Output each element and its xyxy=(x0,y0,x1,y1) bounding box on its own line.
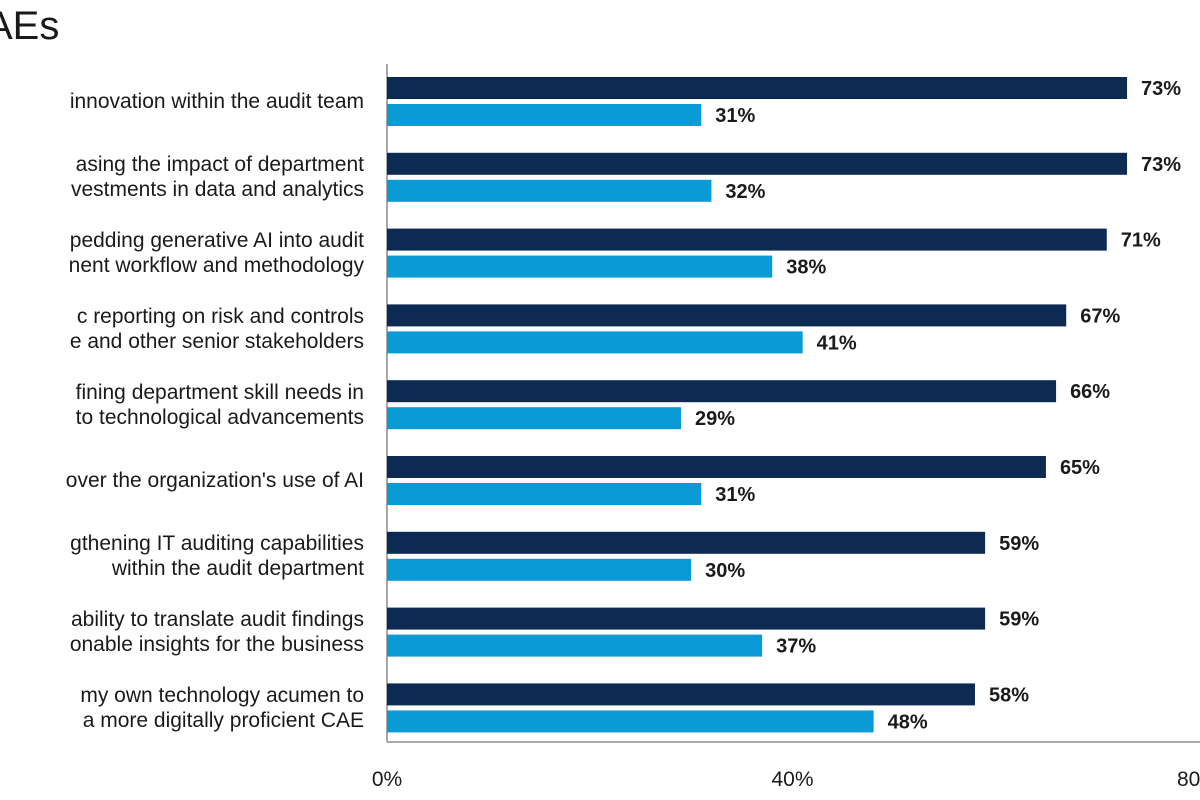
category-label-line: my own technology acumen to xyxy=(80,683,364,707)
bar-series-2 xyxy=(387,710,874,733)
bar-series-2 xyxy=(387,255,773,278)
category-label-line: fining department skill needs in xyxy=(75,380,364,404)
category-label: ability to translate audit findings onabl… xyxy=(0,607,364,657)
category-label-line: innovation within the audit team xyxy=(69,90,364,113)
bar-series-1 xyxy=(387,380,1057,403)
data-label: 48% xyxy=(888,711,928,733)
category-label: pedding generative AI into audit nent wor… xyxy=(0,228,364,278)
data-label: 73% xyxy=(1141,78,1181,100)
chart-title: AEs xyxy=(0,4,60,48)
category-label-line: onable insights for the business xyxy=(69,633,364,657)
category-label: my own technology acumen to a more digita… xyxy=(0,683,364,733)
data-label: 59% xyxy=(999,533,1039,555)
bar-series-1 xyxy=(387,152,1128,175)
bar-series-1 xyxy=(387,531,986,554)
category-label: over the organization's use of AI xyxy=(0,468,364,493)
x-tick-label: 40% xyxy=(771,768,813,791)
bar-series-2 xyxy=(387,104,702,126)
category-label-line: over the organization's use of AI xyxy=(65,469,364,492)
data-label: 65% xyxy=(1060,457,1100,479)
data-label: 66% xyxy=(1070,381,1110,403)
category-label-line: c reporting on risk and controls xyxy=(76,304,364,328)
data-label: 41% xyxy=(817,332,857,354)
data-label: 32% xyxy=(725,181,765,203)
category-label-line: vestments in data and analytics xyxy=(71,178,364,202)
category-label-line: within the audit department xyxy=(111,557,364,581)
category-label-line: a more digitally proficient CAE xyxy=(82,708,364,732)
bar-series-2 xyxy=(387,634,763,657)
data-label: 59% xyxy=(999,609,1039,631)
data-label: 38% xyxy=(786,257,826,279)
bar-series-1 xyxy=(387,683,975,706)
data-label: 30% xyxy=(705,560,745,582)
bar-series-1 xyxy=(387,456,1046,478)
data-label: 58% xyxy=(989,684,1029,706)
category-label-line: to technological advancements xyxy=(75,405,364,429)
category-label: fining department skill needs in to techn… xyxy=(0,380,364,430)
bar-series-2 xyxy=(387,483,702,505)
data-label: 29% xyxy=(695,408,735,430)
bar-series-2 xyxy=(387,179,712,202)
category-label: c reporting on risk and controls e and ot… xyxy=(0,304,364,354)
category-label: innovation within the audit team xyxy=(0,89,364,114)
category-label-line: ability to translate audit findings xyxy=(70,608,364,632)
data-label: 67% xyxy=(1080,305,1120,327)
data-label: 37% xyxy=(776,636,816,658)
bar-series-1 xyxy=(387,304,1067,327)
bar-series-1 xyxy=(387,228,1107,251)
category-label-line: asing the impact of department xyxy=(75,153,364,177)
data-label: 71% xyxy=(1121,230,1161,252)
x-tick-label: 0% xyxy=(372,768,402,791)
x-tick-label: 80% xyxy=(1177,768,1200,791)
bar-series-2 xyxy=(387,558,692,581)
data-label: 31% xyxy=(715,105,755,127)
bar-series-2 xyxy=(387,407,681,430)
category-label: gthening IT auditing capabilities within … xyxy=(0,531,364,581)
category-label: asing the impact of department vestments … xyxy=(0,152,364,202)
category-label-line: pedding generative AI into audit xyxy=(69,229,364,253)
bar-series-2 xyxy=(387,331,803,354)
bar-series-1 xyxy=(387,607,986,630)
data-label: 31% xyxy=(715,484,755,506)
bar-series-1 xyxy=(387,77,1128,99)
category-label-line: gthening IT auditing capabilities xyxy=(70,532,364,556)
data-label: 73% xyxy=(1141,154,1181,176)
category-label-line: nent workflow and methodology xyxy=(68,254,364,278)
category-label-line: e and other senior stakeholders xyxy=(69,329,364,353)
